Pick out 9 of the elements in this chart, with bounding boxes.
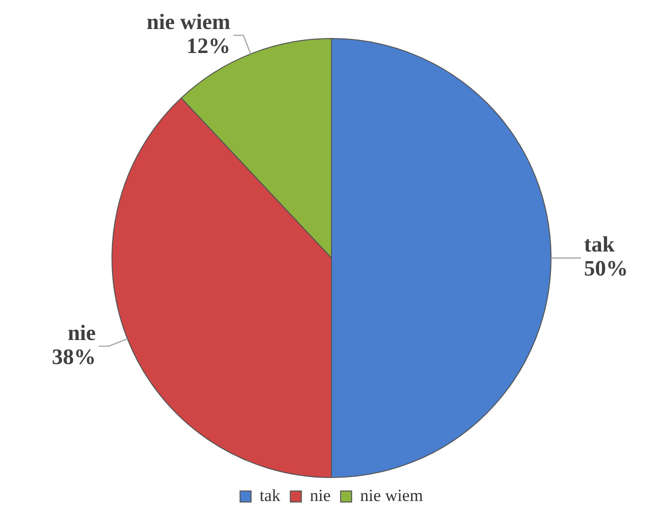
legend-label: tak	[260, 486, 281, 505]
data-label: 50%	[584, 256, 628, 281]
legend-label: nie wiem	[360, 486, 423, 505]
data-label: 38%	[52, 344, 96, 369]
slice-label: nie	[68, 320, 96, 345]
legend-label: nie	[310, 486, 331, 505]
data-label: 12%	[186, 33, 230, 58]
slice-label: nie wiem	[146, 9, 230, 34]
slice-label: tak	[584, 232, 616, 257]
